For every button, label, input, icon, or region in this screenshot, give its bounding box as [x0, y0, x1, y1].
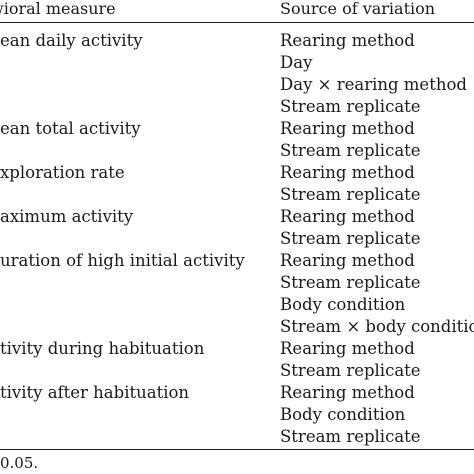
behavioral-measure-cell: aximum activity [0, 207, 134, 226]
bottom-rule [0, 449, 474, 450]
source-of-variation-cell: Rearing method [280, 207, 415, 226]
behavioral-measure-cell: tivity after habituation [0, 383, 190, 402]
source-of-variation-cell: Rearing method [280, 251, 415, 270]
source-of-variation-cell: Stream replicate [280, 185, 421, 204]
source-of-variation-cell: Stream replicate [280, 97, 421, 116]
source-of-variation-cell: Stream replicate [280, 273, 421, 292]
source-of-variation-cell: Body condition [280, 405, 406, 424]
behavioral-measure-cell: tivity during habituation [0, 339, 205, 358]
source-of-variation-cell: Stream replicate [280, 229, 421, 248]
source-of-variation-cell: Stream replicate [280, 361, 421, 380]
behavioral-measure-cell: xploration rate [0, 163, 125, 182]
header-behavioral-measure: wioral measure [0, 0, 116, 18]
source-of-variation-cell: Stream replicate [280, 141, 421, 160]
source-of-variation-cell: Rearing method [280, 31, 415, 50]
table-footnote: 0.05. [0, 454, 39, 472]
behavioral-measure-cell: ean daily activity [0, 31, 143, 50]
source-of-variation-cell: Body condition [280, 295, 406, 314]
source-of-variation-cell: Rearing method [280, 339, 415, 358]
behavioral-measure-cell: ean total activity [0, 119, 141, 138]
source-of-variation-cell: Rearing method [280, 383, 415, 402]
behavioral-measure-cell: uration of high initial activity [0, 251, 245, 270]
source-of-variation-cell: Day [280, 53, 313, 72]
top-rule [0, 22, 474, 23]
source-of-variation-cell: Rearing method [280, 119, 415, 138]
source-of-variation-cell: Stream replicate [280, 427, 421, 446]
source-of-variation-cell: Stream × body conditio [280, 317, 474, 336]
source-of-variation-cell: Day × rearing method [280, 75, 467, 94]
header-source-of-variation: Source of variation [280, 0, 436, 18]
source-of-variation-cell: Rearing method [280, 163, 415, 182]
